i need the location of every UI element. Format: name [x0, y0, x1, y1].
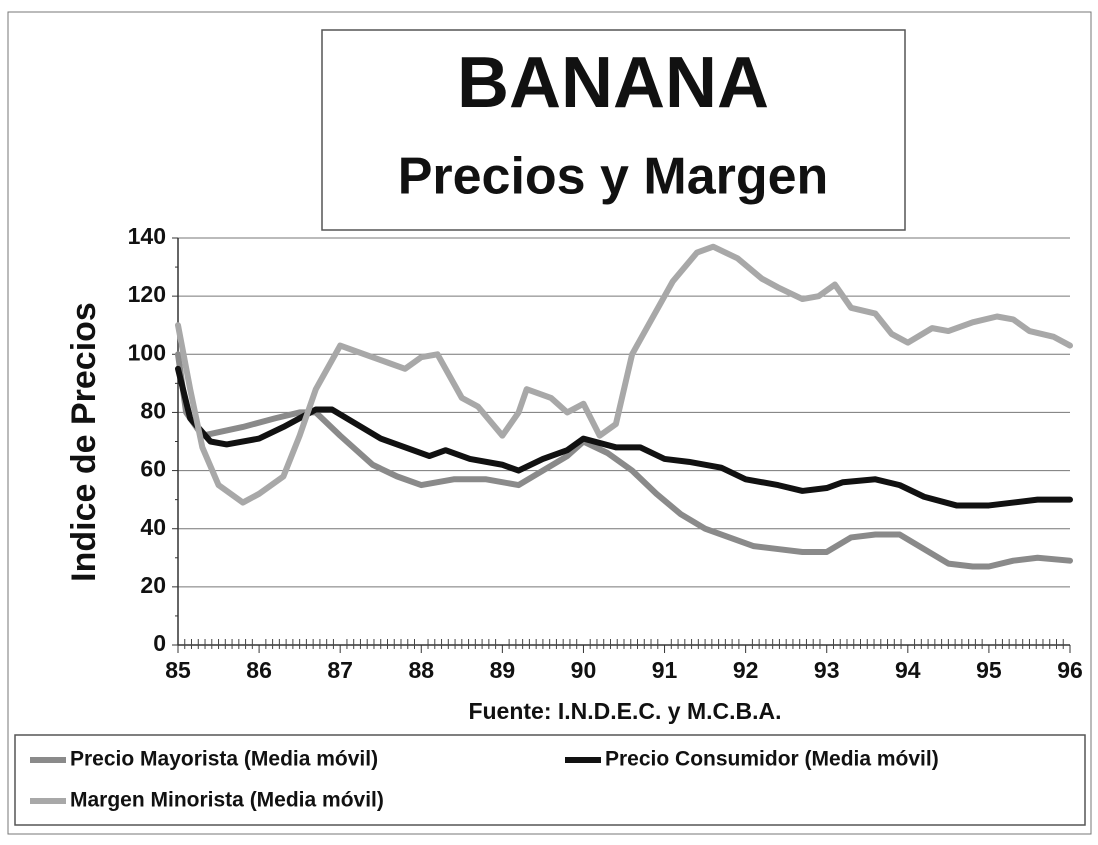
y-tick-label: 140	[128, 223, 166, 249]
y-tick-label: 20	[140, 572, 166, 598]
x-tick-label: 86	[246, 657, 272, 683]
title-box	[321, 29, 906, 231]
y-tick-label: 80	[140, 398, 166, 424]
y-tick-label: 60	[140, 456, 166, 482]
x-tick-label: 85	[165, 657, 191, 683]
x-tick-label: 92	[733, 657, 759, 683]
x-tick-label: 91	[652, 657, 678, 683]
y-axis-label: Indice de Precios	[65, 302, 103, 582]
y-tick-label: 120	[128, 281, 166, 307]
legend-label: Precio Mayorista (Media móvil)	[70, 748, 378, 771]
x-tick-label: 88	[408, 657, 434, 683]
x-tick-label: 90	[571, 657, 597, 683]
chart-frame	[7, 11, 1092, 835]
x-tick-label: 93	[814, 657, 840, 683]
x-axis-label: Fuente: I.N.D.E.C. y M.C.B.A.	[468, 698, 781, 724]
x-tick-label: 94	[895, 657, 921, 683]
x-tick-label: 96	[1057, 657, 1083, 683]
x-tick-label: 95	[976, 657, 1002, 683]
series-line	[175, 365, 1073, 509]
legend-label: Precio Consumidor (Media móvil)	[605, 748, 939, 771]
chart-subtitle: Precios y Margen	[398, 148, 829, 206]
x-tick-label: 87	[327, 657, 353, 683]
legend-label: Margen Minorista (Media móvil)	[70, 789, 384, 812]
legend-box	[14, 734, 1086, 826]
y-tick-label: 100	[128, 339, 166, 365]
y-tick-label: 0	[153, 630, 166, 656]
chart-title: BANANA	[457, 43, 769, 123]
series-line	[175, 243, 1073, 506]
x-tick-label: 89	[490, 657, 516, 683]
y-tick-label: 40	[140, 514, 166, 540]
